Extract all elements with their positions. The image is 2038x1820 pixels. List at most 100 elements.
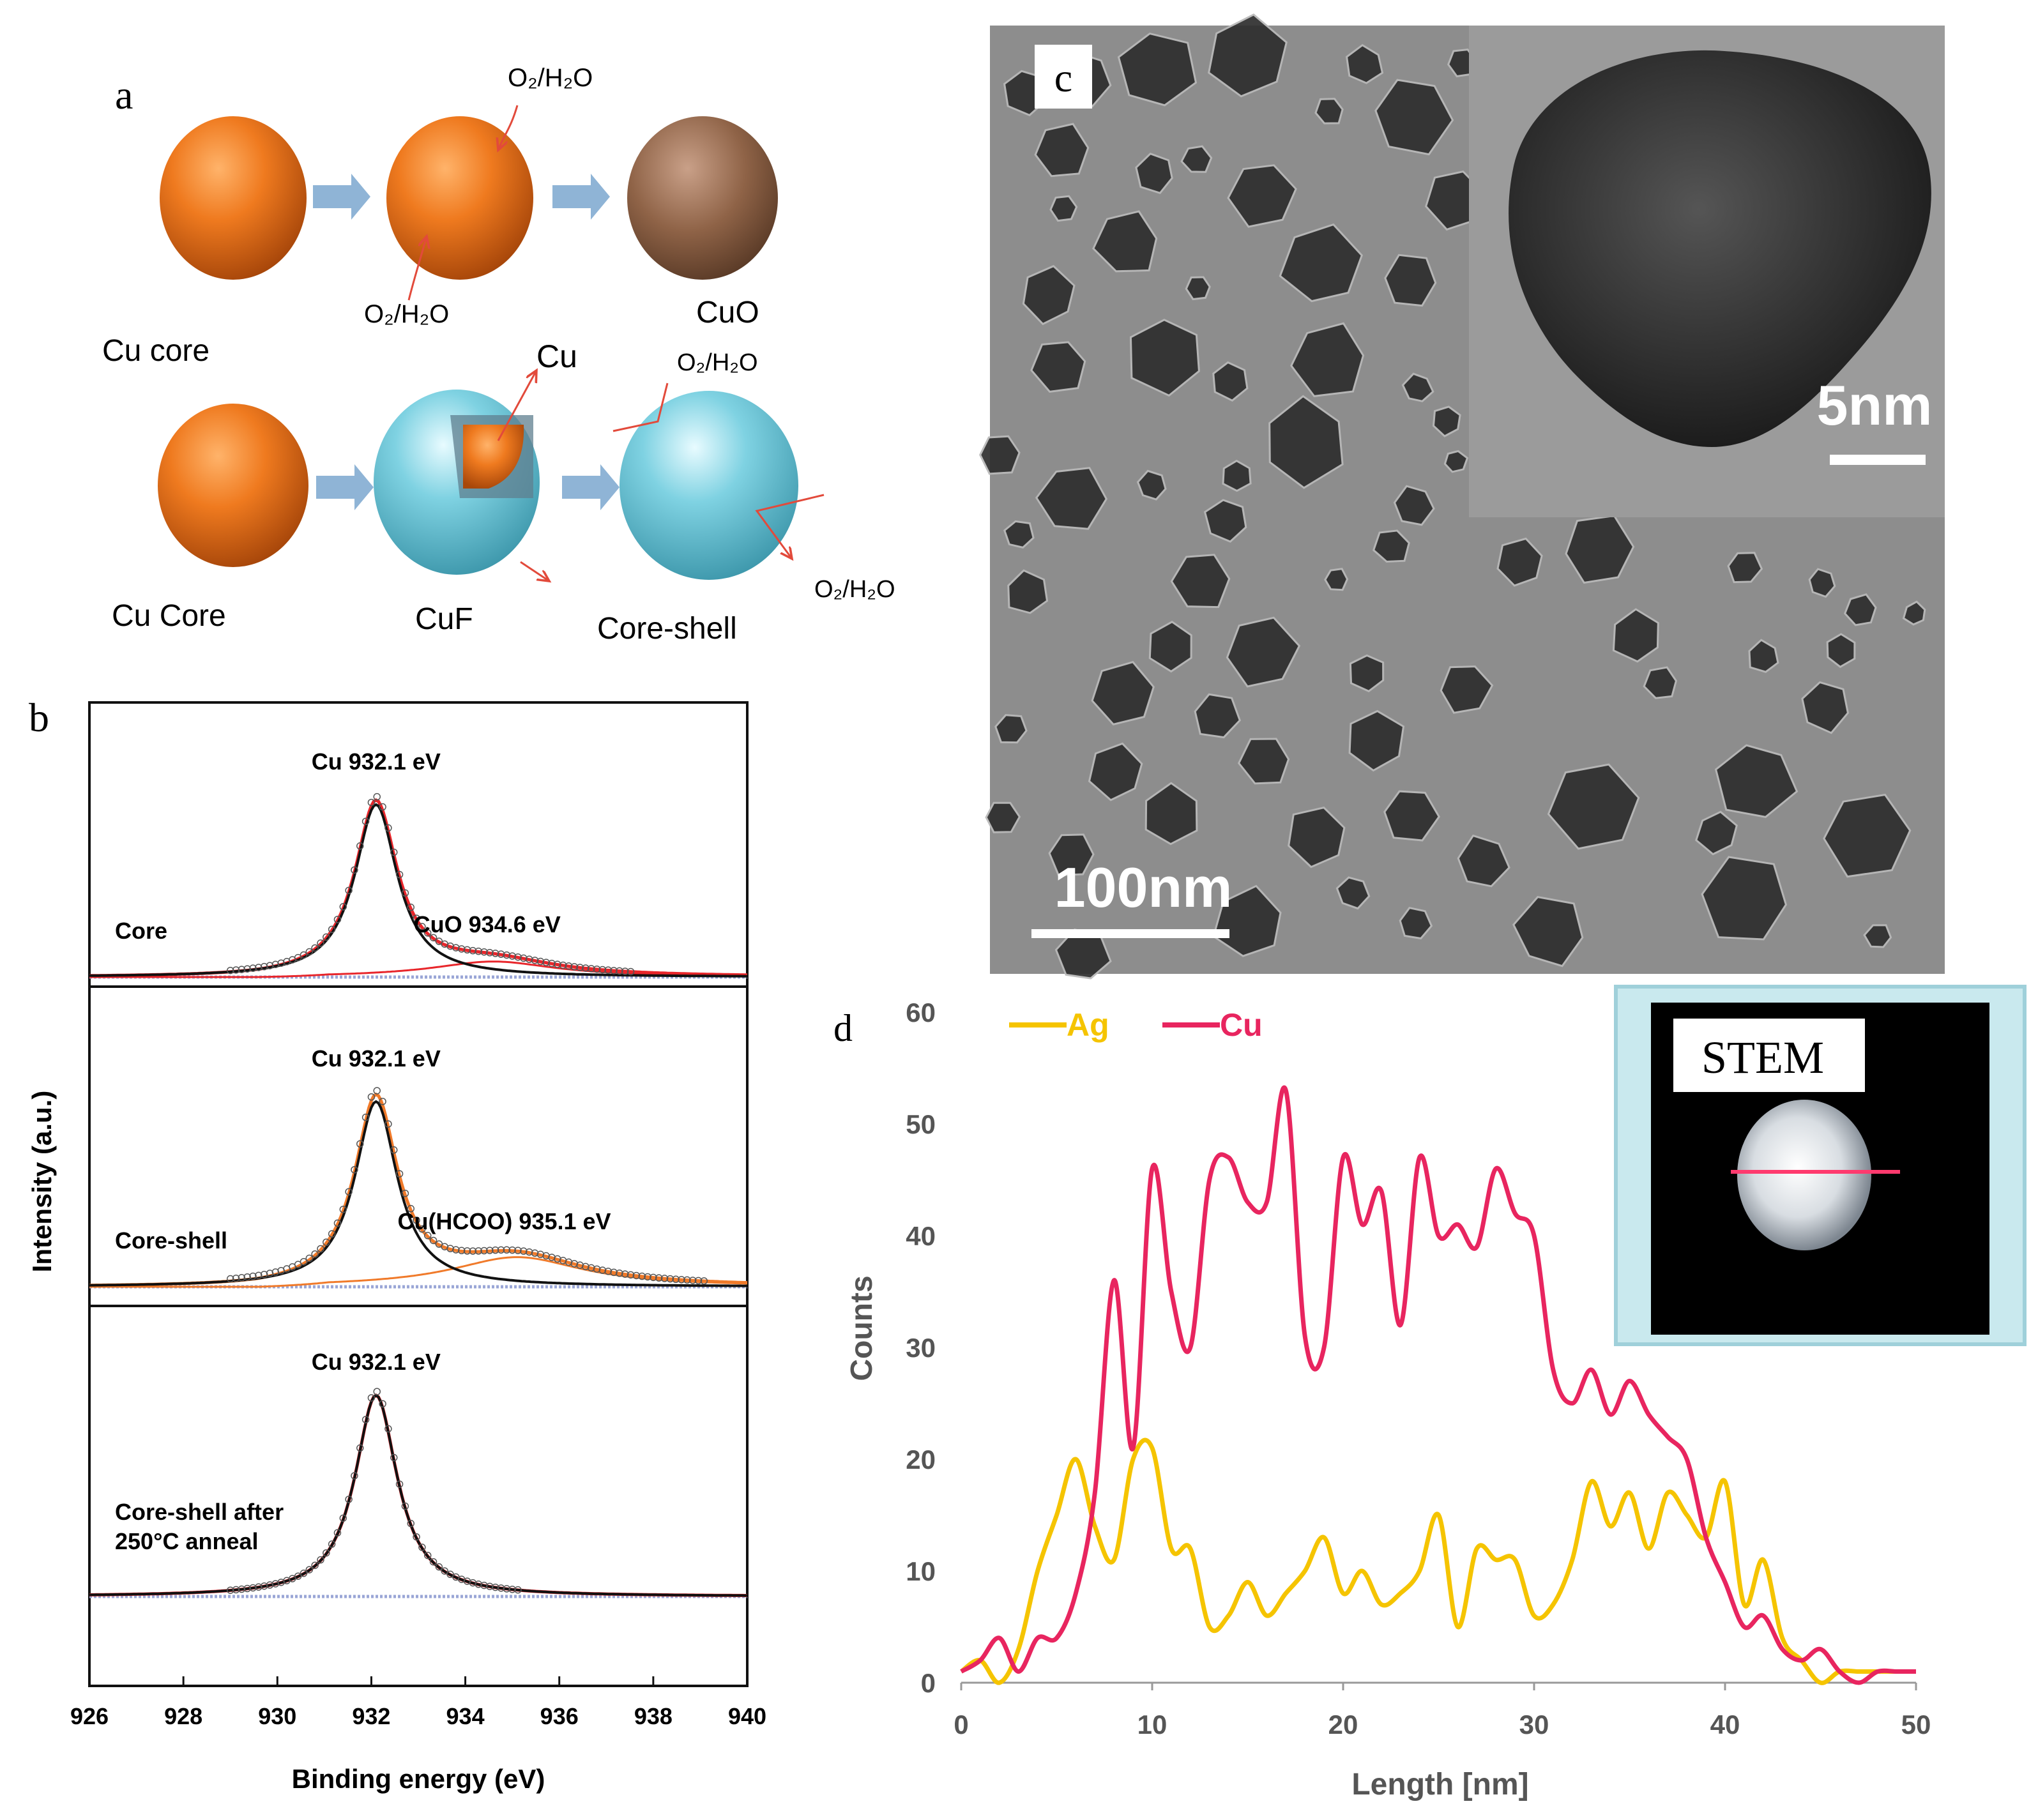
o2-blocked-right [755,494,825,559]
o2-label-top: O₂/H₂O [508,64,593,92]
tem-nanoparticle [1443,450,1469,473]
xps-data-point [475,1247,482,1255]
core-shell-label: Core-shell [597,612,737,646]
tem-nanoparticle [1148,621,1192,673]
linescan-x-tick-label: 0 [954,1710,968,1740]
xps-sample-label: 250°C anneal [115,1528,259,1554]
stem-label: STEM [1701,1032,1824,1083]
xps-data-point [457,1247,466,1255]
tem-nanoparticle [1401,372,1434,402]
xps-data-point [423,929,432,937]
tem-nanoparticle [1290,322,1365,397]
xps-y-axis-label: Intensity (a.u.) [27,1091,57,1273]
xps-data-point [644,1273,651,1281]
xps-data-point [323,1549,330,1557]
xps-data-point [627,967,635,976]
tem-nanoparticle [1007,569,1049,614]
xps-data-point [401,1502,409,1510]
xps-data-point [616,967,623,975]
xps-data-point [333,1529,342,1537]
process-arrow [552,174,610,220]
hrtem-particle [1509,50,1931,447]
xps-data-point [243,1584,251,1593]
tem-nanoparticle [1237,738,1290,785]
xps-sample-label: Core [115,918,167,944]
xps-data-point [423,1232,432,1240]
o2-arrow-bottom [407,236,427,301]
tem-nanoparticle [1194,693,1242,739]
tem-nanoparticle [1227,164,1297,228]
xps-x-ticks: 926 928 930 932 934 936 938 940 [70,1676,766,1729]
tem-nanoparticle [1279,223,1364,303]
xps-sample-label: Core-shell after [115,1499,284,1525]
tem-nanoparticle [1003,520,1035,549]
process-arrow [316,464,374,510]
tem-nanoparticle [1170,554,1231,609]
cu-inner-label: Cu [536,338,577,374]
stem-particle [1737,1100,1871,1250]
xps-data-point [452,1246,460,1254]
xps-data-point [616,1270,623,1277]
xps-data-point [226,1275,234,1283]
tem-nanoparticle [1314,98,1344,125]
xps-data-point [576,964,584,971]
panel-d-linescan-chart: d 0 10 20 30 40 50 0 10 20 30 40 50 60 Ag Cu Length [… [833,985,2027,1801]
tem-nanoparticle [1180,145,1213,173]
xps-data-point [503,951,511,959]
tem-nanoparticle [1335,876,1371,910]
o2-label-bottom: O₂/H₂O [364,300,449,328]
cuf-label: CuF [415,602,473,636]
xps-data-point [356,1140,364,1148]
tem-nanoparticle [1088,742,1143,801]
cu-core-sphere [160,116,307,280]
cuo-sphere [627,116,778,280]
inset-scale-label: 5nm [1817,374,1933,437]
xps-data-point [395,1170,404,1178]
xps-data-point [249,1584,257,1592]
xps-data-point [260,1270,268,1278]
tem-nanoparticle [1222,459,1252,492]
o2-arrow-top [498,105,519,150]
xps-data-point [333,1219,342,1227]
xps-x-tick-label: 938 [634,1703,673,1729]
linescan-y-tick-label: 0 [921,1668,936,1698]
xps-data-point [232,966,240,974]
tem-nanoparticle [1212,361,1249,402]
xps-data-point [300,1569,308,1577]
stem-label-box [1673,1019,1865,1092]
xps-data-point [593,965,601,973]
xps-data-point [328,1540,336,1548]
xps-x-tick-label: 936 [540,1703,579,1729]
tem-nanoparticle [1843,593,1877,626]
tem-nanoparticle [985,801,1021,833]
tem-nanoparticle [1035,467,1108,530]
xps-data-point [238,1274,246,1282]
xps-data-point [666,1275,674,1283]
xps-data-point [339,1206,347,1213]
linescan-x-tick-label: 40 [1710,1710,1740,1740]
xps-data-point [475,1581,482,1588]
xps-data-point [429,934,437,942]
panel-a-letter: a [115,72,133,118]
xps-data-point [418,1543,426,1551]
xps-data-point [418,1225,426,1233]
xps-data-point [491,1583,499,1591]
xps-data-point [700,1277,708,1285]
panel-c-tem-image: c 100nm 5nm 100nm [979,13,1945,980]
xps-data-point [339,1514,347,1522]
xps-data-point [384,1120,392,1128]
linescan-y-axis-label: Counts [845,1275,879,1381]
xps-data-point [503,1585,511,1593]
xps-data-point [514,1247,522,1254]
xps-cu-component [89,803,747,978]
xps-data-point [441,1567,448,1575]
tem-nanoparticle [1348,709,1405,772]
xps-data-point [475,947,482,955]
xps-data-point [390,848,398,856]
xps-data-point [463,946,471,954]
xps-sample-label: Core-shell [115,1227,227,1254]
xps-secondary-component [89,960,747,978]
linescan-legend: Ag Cu [1009,1007,1263,1043]
xps-data-point [407,1204,414,1213]
o2-label-shell-top: O₂/H₂O [677,349,758,376]
